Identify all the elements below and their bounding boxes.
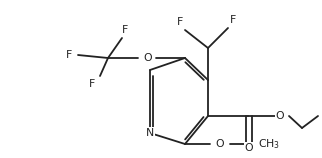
Text: CH$_3$: CH$_3$ [258,137,280,151]
Text: F: F [122,25,128,35]
Text: O: O [245,143,253,153]
Text: F: F [89,79,95,89]
Text: O: O [144,53,152,63]
Text: O: O [276,111,284,121]
Text: F: F [230,15,236,25]
Text: F: F [177,17,183,27]
Text: O: O [216,139,224,149]
Text: F: F [66,50,72,60]
Text: N: N [146,128,154,138]
